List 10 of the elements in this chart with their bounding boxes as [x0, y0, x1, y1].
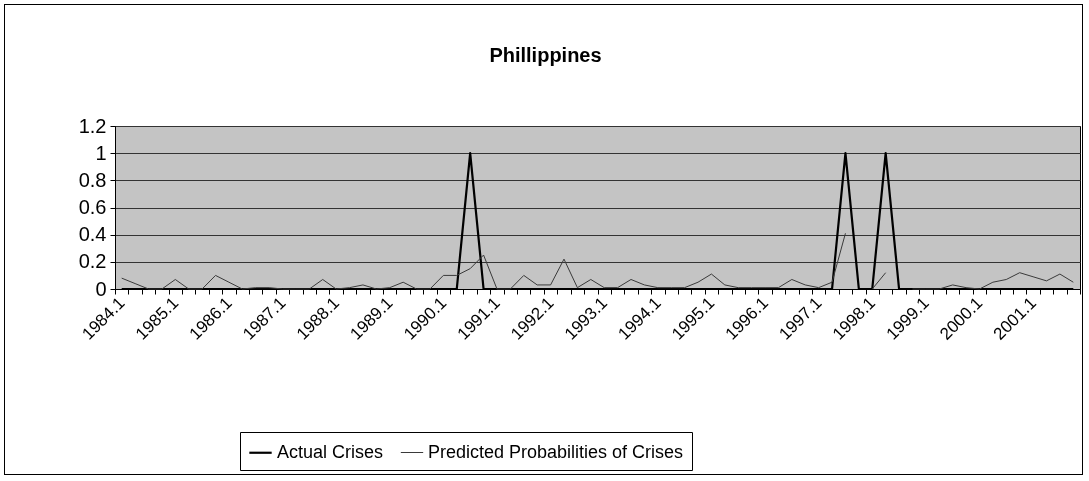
- legend-label: Predicted Probabilities of Crises: [428, 441, 684, 462]
- legend-label: Actual Crises: [277, 441, 384, 462]
- y-tick-label: 0.2: [78, 250, 107, 273]
- y-tick-label: 1.2: [78, 114, 107, 137]
- y-tick-label: 0.4: [78, 223, 107, 246]
- chart-title: Phillippines: [489, 44, 602, 66]
- y-tick-label: 0.8: [78, 168, 107, 191]
- y-tick-label: 0: [95, 277, 107, 300]
- y-tick-label: 1: [95, 141, 107, 164]
- y-tick-label: 0.6: [78, 196, 107, 218]
